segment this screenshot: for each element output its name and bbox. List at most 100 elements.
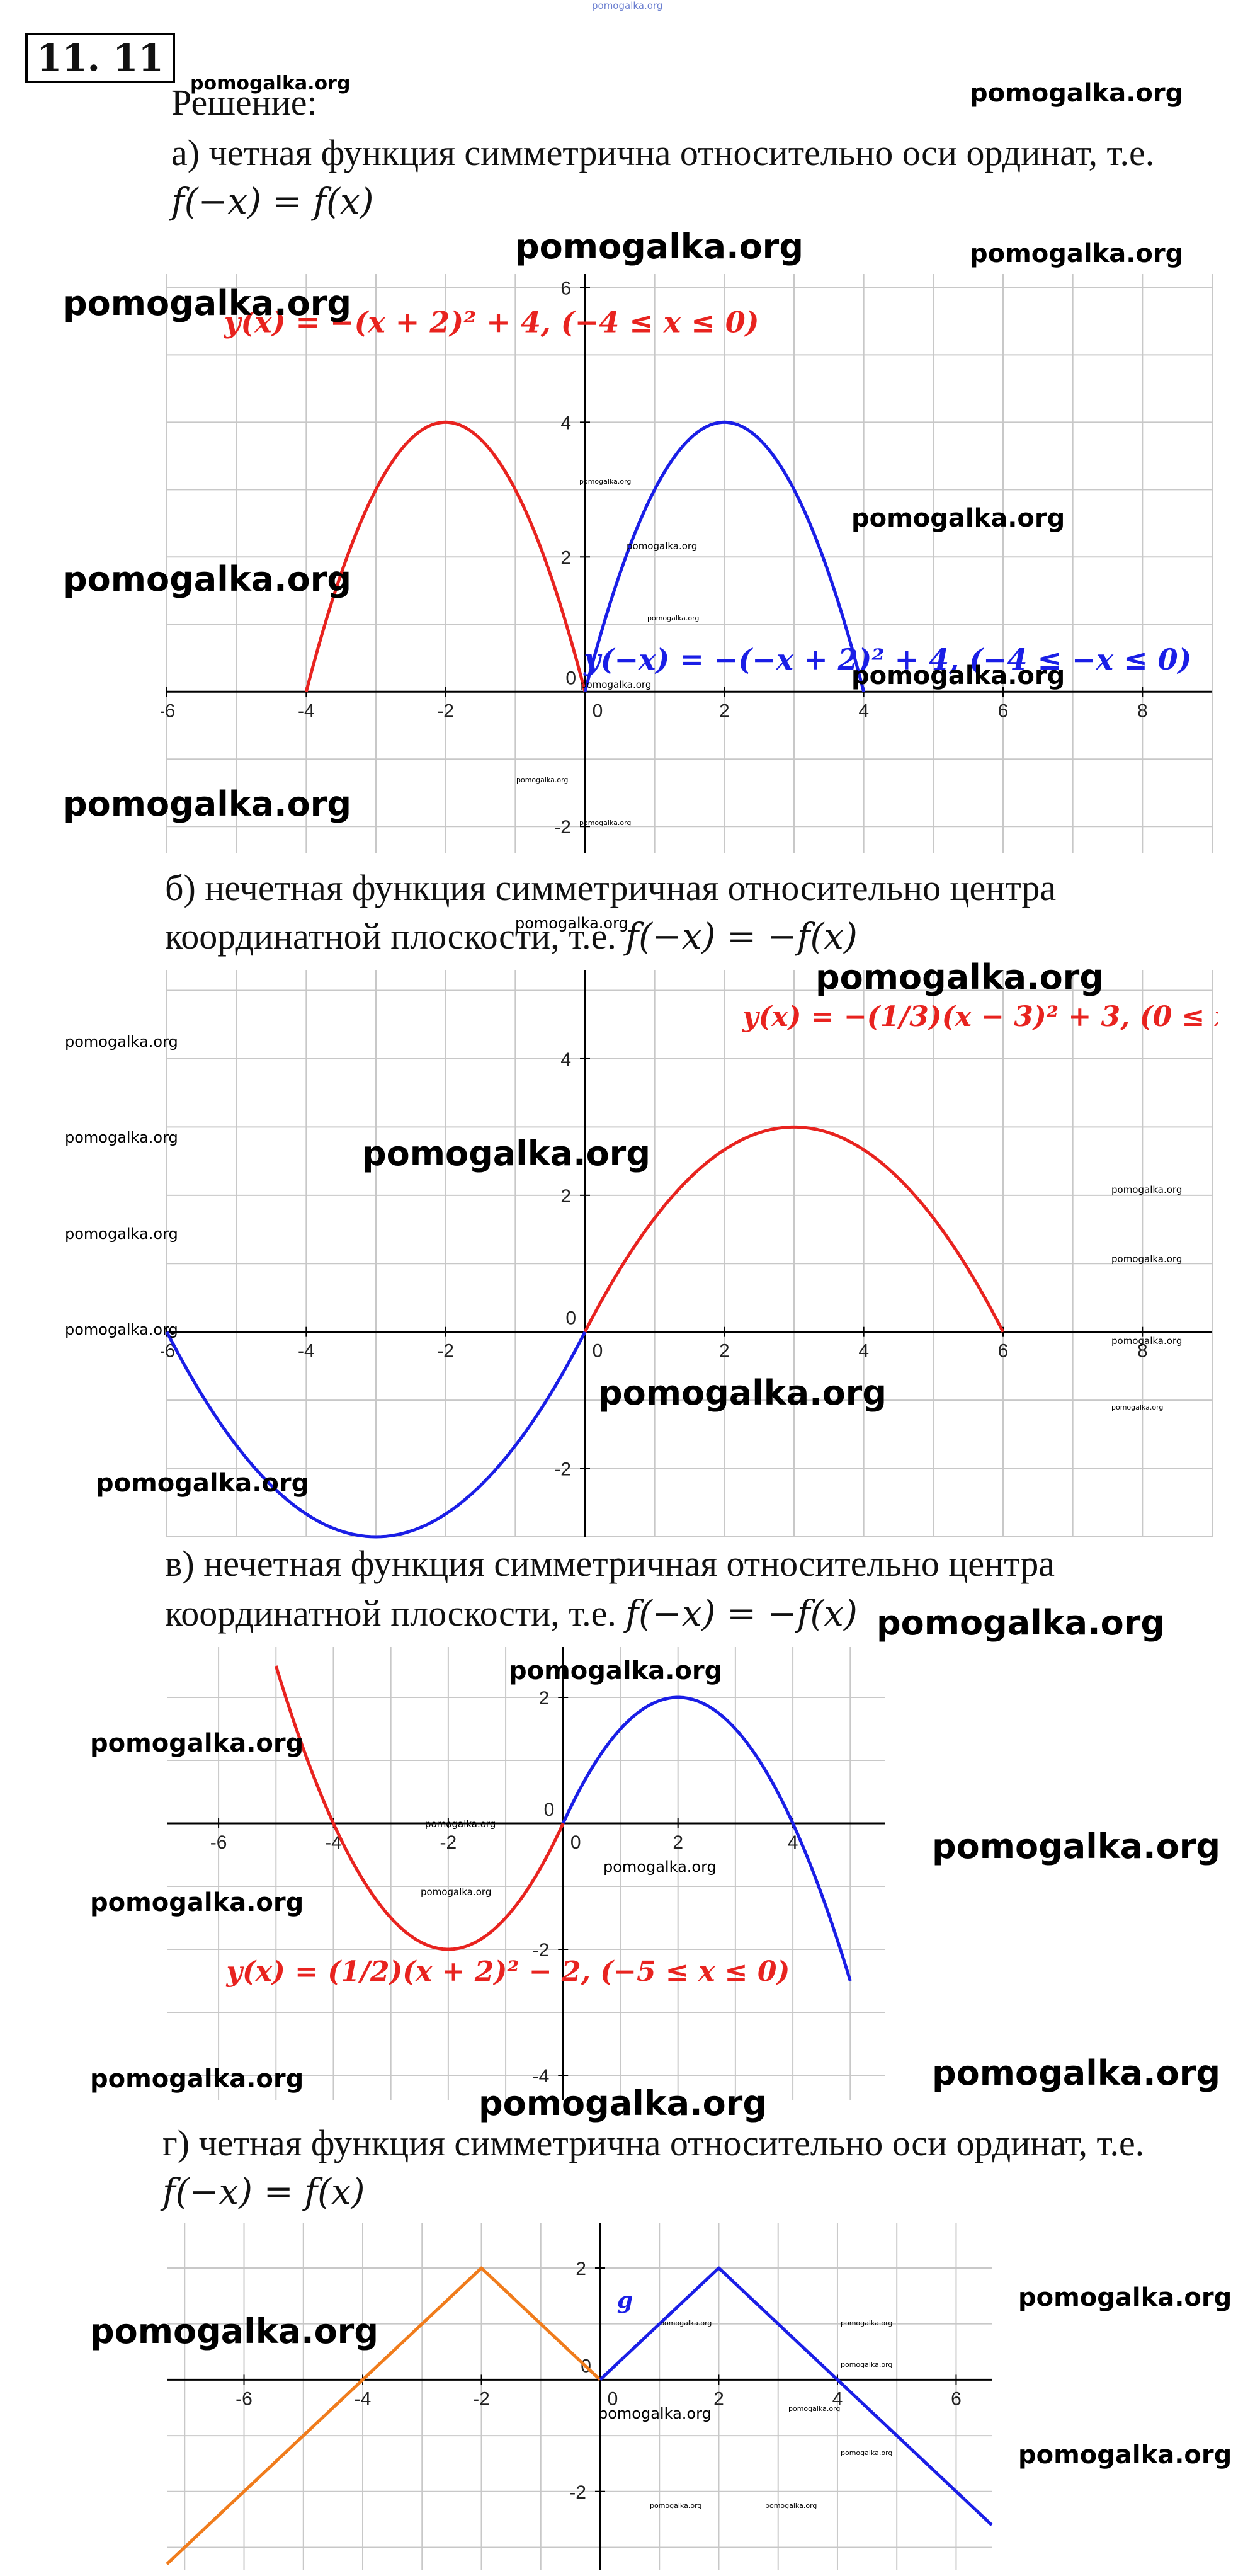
x-tick-label: -6 (161, 700, 175, 721)
part-v-line2-formula: f(−x) = −f(x) (625, 1593, 858, 1634)
x-tick-label: 6 (998, 700, 1009, 721)
watermark: pomogalka.org (877, 1603, 1165, 1643)
x-tick-label: 0 (570, 1832, 581, 1853)
x-tick-label: -6 (161, 1341, 175, 1362)
watermark: pomogalka.org (647, 614, 700, 622)
part-g-line2: f(−x) = f(x) (162, 2172, 365, 2213)
part-a-line2: f(−x) = f(x) (171, 181, 374, 222)
watermark: pomogalka.org (421, 1886, 492, 1898)
part-v-line2: координатной плоскости, т.е. f(−x) = −f(… (165, 1592, 858, 1636)
watermark: pomogalka.org (765, 2502, 817, 2510)
watermark: pomogalka.org (579, 819, 632, 827)
watermark: pomogalka.org (841, 2449, 893, 2457)
part-g-line1: г) четная функция симметрична относитель… (162, 2123, 1145, 2163)
chart-annotation: g (617, 2287, 633, 2313)
x-tick-label: 6 (998, 1341, 1009, 1362)
watermark: pomogalka.org (970, 239, 1184, 268)
watermark: pomogalka.org (90, 2311, 378, 2351)
y-tick-label: 2 (560, 547, 571, 568)
watermark: pomogalka.org (581, 679, 652, 690)
watermark: pomogalka.org (90, 1729, 304, 1758)
x-tick-label: -4 (298, 700, 315, 721)
y-tick-label: 4 (560, 413, 571, 433)
y-tick-label: 2 (539, 1688, 550, 1709)
watermark: pomogalka.org (1111, 1403, 1164, 1411)
watermark: pomogalka.org (851, 661, 1065, 690)
x-tick-label: 2 (719, 700, 730, 721)
watermark: pomogalka.org (425, 1818, 496, 1830)
watermark: pomogalka.org (932, 1827, 1220, 1866)
x-tick-label: -4 (355, 2388, 372, 2409)
watermark: pomogalka.org (1111, 1335, 1183, 1347)
solution-label: Решение: (171, 82, 317, 123)
series-blue-curve (562, 1695, 852, 1981)
grid (166, 970, 1213, 1537)
watermark: pomogalka.org (970, 79, 1184, 108)
x-tick-label: 4 (788, 1832, 798, 1853)
x-tick-label: -2 (440, 1832, 457, 1853)
y-tick-label: 0 (565, 668, 576, 688)
watermark: pomogalka.org (515, 915, 628, 932)
watermark: pomogalka.org (65, 1129, 178, 1146)
x-tick-label: -2 (437, 700, 454, 721)
watermark: pomogalka.org (65, 1225, 178, 1243)
watermark: pomogalka.org (190, 72, 351, 94)
y-tick-label: 0 (565, 1308, 576, 1329)
watermark: pomogalka.org (598, 1373, 887, 1413)
x-tick-label: 0 (608, 2388, 618, 2409)
y-tick-label: -2 (554, 1459, 571, 1480)
chart-annotation: y(x) = (1/2)(x + 2)² − 2, (−5 ≤ x ≤ 0) (225, 1956, 790, 1988)
watermark: pomogalka.org (579, 477, 632, 486)
part-b-line2: координатной плоскости, т.е. f(−x) = −f(… (165, 915, 858, 959)
x-tick-label: 8 (1137, 700, 1148, 721)
x-tick-label: -2 (473, 2388, 490, 2409)
x-tick-label: 2 (713, 2388, 724, 2409)
watermark: pomogalka.org (598, 2405, 712, 2422)
x-tick-label: 2 (719, 1341, 730, 1362)
watermark: pomogalka.org (90, 2065, 304, 2094)
chart-annotation: y(x) = −(x + 2)² + 4, (−4 ≤ x ≤ 0) (224, 305, 759, 339)
y-tick-label: 2 (560, 1186, 571, 1207)
part-a-line1: а) четная функция симметрична относитель… (171, 132, 1155, 173)
watermark: pomogalka.org (65, 1033, 178, 1051)
chart-b: -6 -4 -2 0 2 4 6 8 -2 0 2 4 y(x) = −(1/3)(x − 3)² + … (161, 970, 1218, 1539)
watermark: pomogalka.org (65, 1321, 178, 1338)
watermark: pomogalka.org (841, 2361, 893, 2369)
part-v-line1: в) нечетная функция симметричная относит… (165, 1543, 1055, 1584)
watermark: pomogalka.org (1018, 2441, 1232, 2470)
y-tick-label: 0 (544, 1799, 555, 1820)
watermark: pomogalka.org (841, 2319, 893, 2327)
x-tick-label: 0 (593, 700, 603, 721)
watermark: pomogalka.org (515, 227, 803, 266)
watermark: pomogalka.org (362, 1134, 650, 1173)
y-tick-label: -2 (569, 2482, 586, 2503)
series-red-curve (274, 1665, 565, 1951)
watermark: pomogalka.org (650, 2502, 702, 2510)
watermark: pomogalka.org (63, 559, 351, 599)
series-red-curve (304, 420, 587, 692)
x-tick-label: -4 (298, 1341, 315, 1362)
watermark: pomogalka.org (788, 2405, 841, 2413)
watermark: pomogalka.org (63, 283, 351, 323)
watermark: pomogalka.org (1111, 1253, 1183, 1265)
x-tick-label: 4 (832, 2388, 843, 2409)
watermark: pomogalka.org (603, 1858, 717, 1876)
chart-annotation: y(x) = −(1/3)(x − 3)² + 3, (0 ≤ x ≤ 6) (742, 1001, 1218, 1033)
x-tick-label: 6 (951, 2388, 962, 2409)
series-blue-curve (583, 420, 866, 692)
part-b-line1: б) нечетная функция симметричная относит… (165, 867, 1057, 908)
watermark: pomogalka.org (1018, 2283, 1232, 2312)
x-tick-label: 4 (858, 700, 869, 721)
watermark: pomogalka.org (1111, 1184, 1183, 1195)
chart-a: -6 -4 -2 0 2 4 6 8 -2 0 2 4 6 y(x) = −(x + 2)² + 4, (… (161, 274, 1213, 853)
y-tick-label: 4 (560, 1049, 571, 1070)
grid (167, 1647, 885, 2100)
watermark: pomogalka.org (63, 784, 351, 824)
x-tick-label: 2 (673, 1832, 683, 1853)
problem-number: 11. 11 (25, 33, 175, 83)
series-blue-curve (165, 1331, 587, 1539)
y-tick-label: 6 (560, 278, 571, 299)
watermark: pomogalka.org (851, 504, 1065, 533)
